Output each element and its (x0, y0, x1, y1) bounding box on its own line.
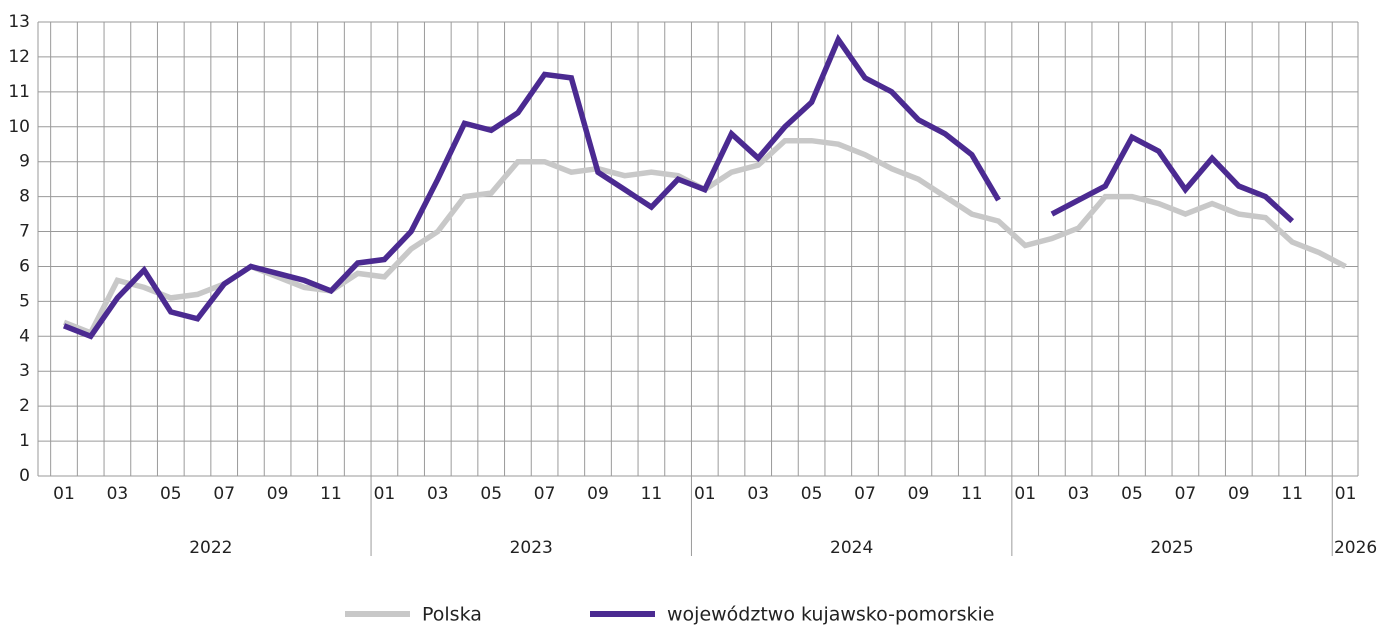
x-tick-label: 05 (1121, 484, 1143, 504)
y-tick-label: 10 (8, 117, 30, 137)
x-tick-label: 03 (747, 484, 769, 504)
x-tick-label: 07 (854, 484, 876, 504)
x-tick-label: 09 (908, 484, 930, 504)
y-tick-label: 8 (19, 187, 30, 207)
x-tick-label: 09 (587, 484, 609, 504)
x-tick-label: 11 (961, 484, 983, 504)
y-tick-label: 7 (19, 222, 30, 242)
x-tick-label: 05 (801, 484, 823, 504)
x-tick-label: 01 (374, 484, 396, 504)
x-tick-label: 07 (1175, 484, 1197, 504)
y-tick-label: 12 (8, 47, 30, 67)
x-tick-label: 09 (267, 484, 289, 504)
x-tick-label: 11 (320, 484, 342, 504)
x-tick-label: 03 (107, 484, 129, 504)
year-label: 2022 (189, 538, 232, 558)
legend-label: Polska (422, 604, 482, 626)
x-tick-label: 07 (534, 484, 556, 504)
x-tick-label: 05 (160, 484, 182, 504)
x-tick-label: 03 (427, 484, 449, 504)
x-tick-label: 05 (480, 484, 502, 504)
series-line (62, 137, 1347, 337)
y-tick-label: 6 (19, 256, 30, 276)
y-tick-label: 5 (19, 291, 30, 311)
y-tick-label: 2 (19, 396, 30, 416)
year-label: 2023 (510, 538, 553, 558)
y-tick-label: 11 (8, 82, 30, 102)
x-tick-label: 01 (1335, 484, 1357, 504)
x-tick-label: 07 (213, 484, 235, 504)
year-label: 2024 (830, 538, 873, 558)
x-tick-label: 11 (641, 484, 663, 504)
y-tick-label: 0 (19, 466, 30, 486)
x-tick-label: 01 (694, 484, 716, 504)
year-label: 2025 (1150, 538, 1193, 558)
x-tick-label: 03 (1068, 484, 1090, 504)
y-tick-label: 1 (19, 431, 30, 451)
y-tick-label: 3 (19, 361, 30, 381)
year-label: 2026 (1334, 538, 1377, 558)
x-tick-label: 11 (1281, 484, 1303, 504)
legend-label: województwo kujawsko-pomorskie (667, 604, 994, 626)
y-tick-label: 4 (19, 326, 30, 346)
x-tick-label: 09 (1228, 484, 1250, 504)
y-tick-label: 9 (19, 152, 30, 172)
y-tick-label: 13 (8, 12, 30, 32)
x-tick-label: 01 (1014, 484, 1036, 504)
x-tick-label: 01 (53, 484, 75, 504)
series-line (62, 33, 1295, 340)
